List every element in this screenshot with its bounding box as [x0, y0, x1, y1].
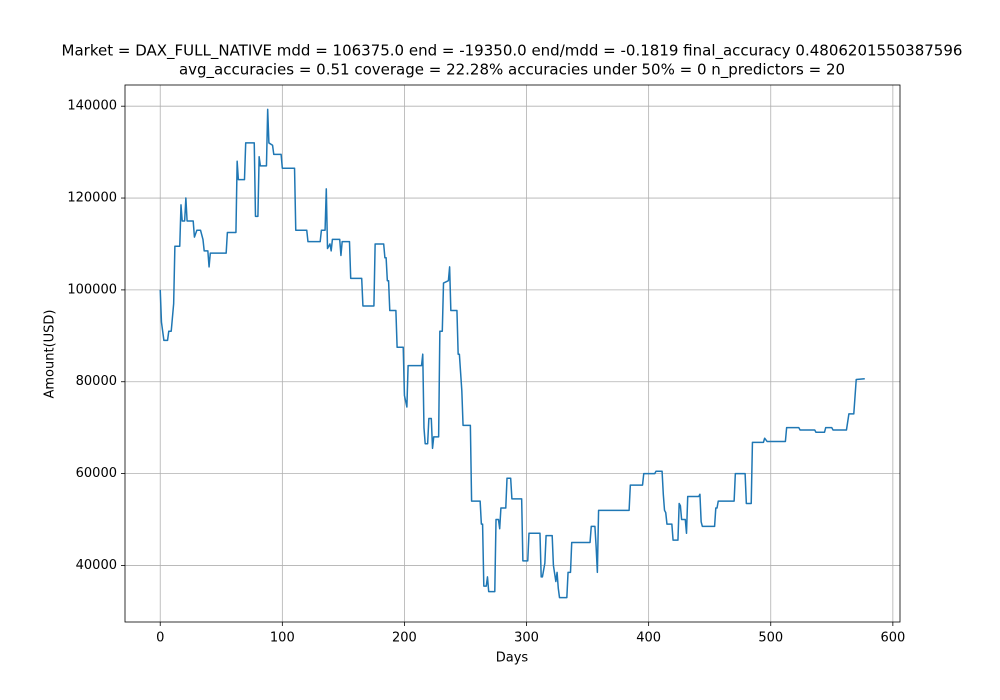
- data-line: [159, 108, 865, 599]
- plot-frame: [124, 84, 901, 623]
- y-tick-label: 60000: [76, 466, 117, 481]
- x-tick-label: 0: [156, 631, 164, 646]
- y-tick-label: 120000: [67, 191, 117, 206]
- y-tick-label: 40000: [76, 558, 117, 573]
- x-axis-label: Days: [496, 651, 529, 666]
- y-tick-label: 80000: [76, 374, 117, 389]
- y-axis-label: Amount(USD): [43, 309, 58, 398]
- x-tick-label: 100: [270, 631, 295, 646]
- x-tick-label: 200: [392, 631, 417, 646]
- y-tick-label: 100000: [67, 282, 117, 297]
- x-tick-label: 400: [636, 631, 661, 646]
- x-tick-label: 300: [514, 631, 539, 646]
- x-tick-label: 500: [758, 631, 783, 646]
- chart-title: Market = DAX_FULL_NATIVE mdd = 106375.0 …: [62, 42, 963, 61]
- x-tick-label: 600: [880, 631, 905, 646]
- y-tick-label: 140000: [67, 99, 117, 114]
- chart-subtitle: avg_accuracies = 0.51 coverage = 22.28% …: [179, 61, 845, 80]
